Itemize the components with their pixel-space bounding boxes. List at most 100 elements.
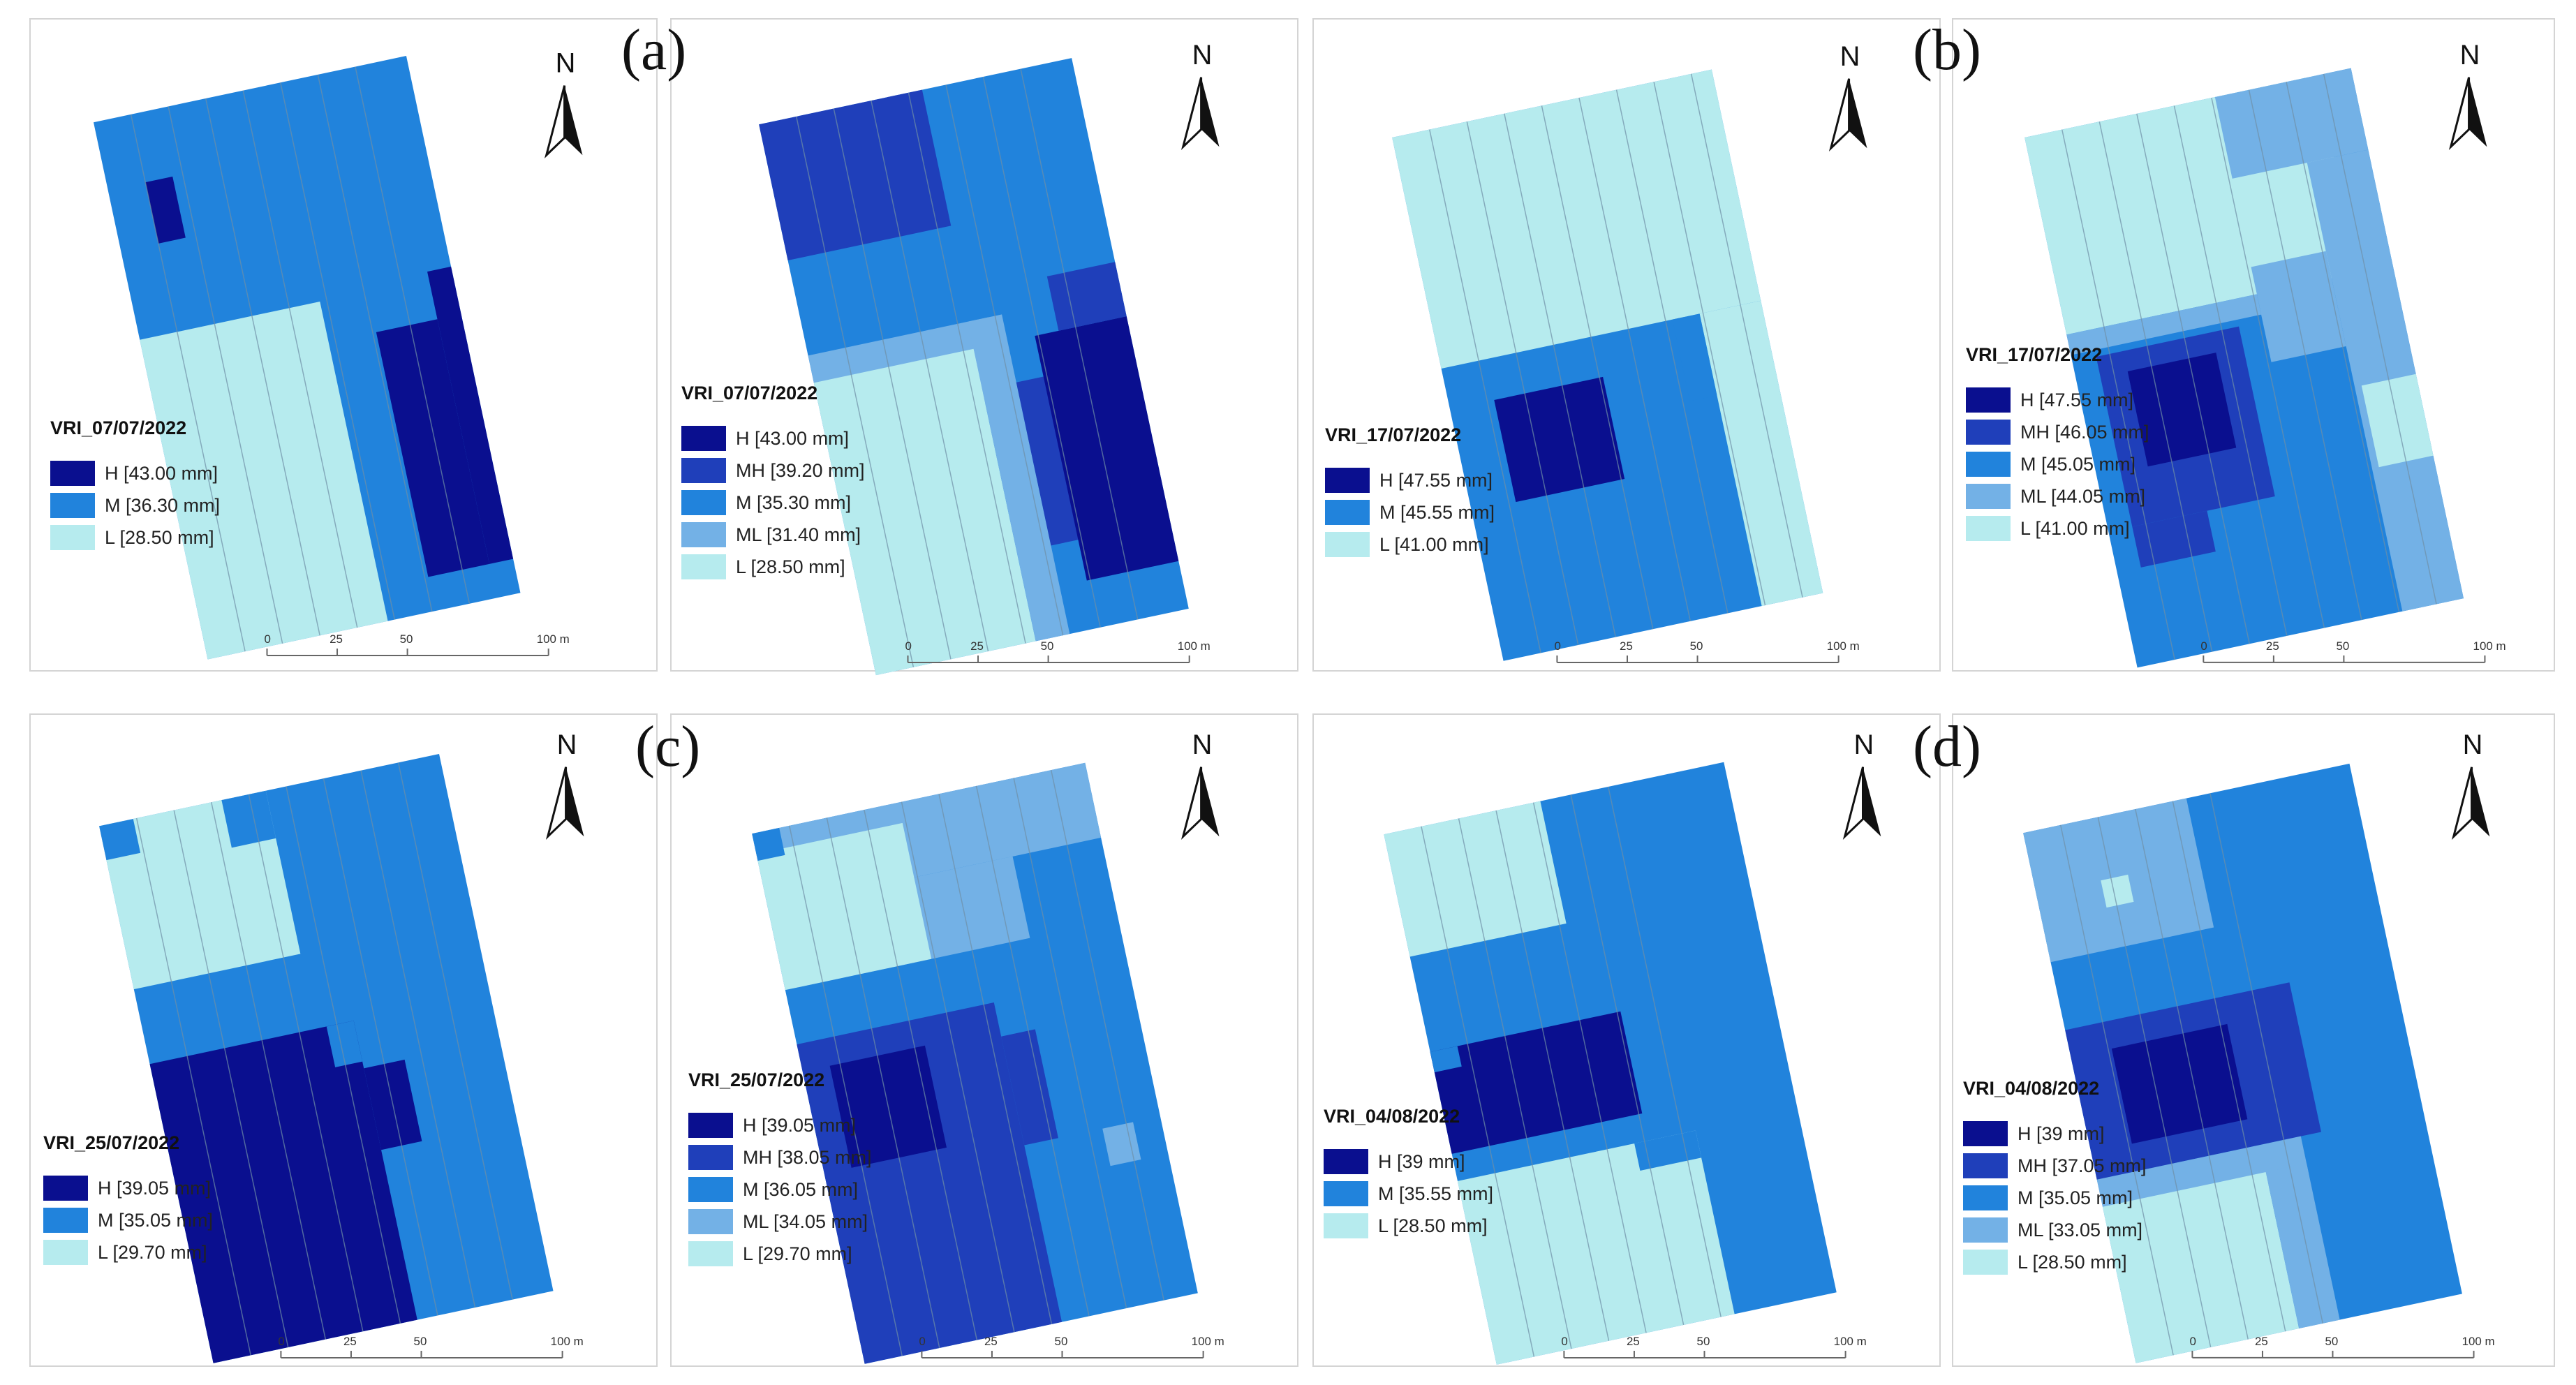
legend-item: M [45.05 mm]: [1966, 448, 2149, 480]
legend-swatch: [43, 1240, 88, 1265]
legend-title: VRI_25/07/2022: [43, 1132, 180, 1153]
scale-bar: 0 25 50 100 m: [2200, 639, 2506, 663]
north-arrow: N: [1180, 40, 1220, 151]
zone-mh: [1001, 1029, 1058, 1146]
zone-ml: [2214, 68, 2369, 179]
svg-text:50: 50: [1690, 639, 1703, 653]
svg-text:25: 25: [1627, 1335, 1640, 1348]
legend-item: ML [34.05 mm]: [688, 1206, 872, 1238]
map-panel-3: N 0 25 50 100 m VRI_17/07/2022 H [47.55 …: [1952, 18, 2555, 672]
map-1: N 0 25 50 100 m: [759, 40, 1220, 676]
legend-swatch: [1324, 1181, 1368, 1206]
svg-text:25: 25: [343, 1335, 357, 1348]
map-3: N 0 25 50 100 m: [2024, 40, 2506, 668]
legend-title: VRI_17/07/2022: [1966, 344, 2103, 365]
legend: VRI_04/08/2022 H [39 mm] MH [37.05 mm] M…: [1963, 1078, 2147, 1278]
legend-label: L [28.50 mm]: [2018, 1251, 2127, 1273]
zone-m: [1672, 313, 1717, 401]
legend-label: M [35.55 mm]: [1378, 1183, 1494, 1204]
svg-text:50: 50: [1697, 1335, 1710, 1348]
legend-item: M [35.05 mm]: [1963, 1182, 2147, 1214]
map-5: N 0 25 50 100 m: [752, 729, 1224, 1364]
svg-text:25: 25: [984, 1335, 998, 1348]
legend-label: L [41.00 mm]: [1379, 533, 1489, 555]
legend-label: MH [38.05 mm]: [743, 1146, 872, 1168]
legend-item: M [36.05 mm]: [688, 1173, 872, 1206]
map-0: N 0 25 50 100 m: [93, 48, 583, 660]
legend-item: L [28.50 mm]: [1963, 1246, 2147, 1278]
zone-h: [1494, 376, 1625, 503]
legend-swatch: [688, 1177, 733, 1202]
legend-item: H [43.00 mm]: [681, 422, 865, 454]
zone-mh: [2132, 510, 2216, 568]
legend-label: ML [44.05 mm]: [2020, 485, 2146, 507]
map-7: N 0 25 50 100 m: [2023, 729, 2495, 1363]
svg-text:100 m: 100 m: [2473, 639, 2506, 653]
legend-label: H [43.00 mm]: [736, 427, 850, 449]
legend-swatch: [50, 461, 95, 486]
scale-bar: 0 25 50 100 m: [1554, 639, 1860, 663]
svg-text:0: 0: [2189, 1335, 2196, 1348]
legend-swatch: [1963, 1153, 2008, 1178]
zone-l: [756, 822, 932, 991]
legend-item: L [29.70 mm]: [688, 1238, 872, 1270]
legend-swatch: [43, 1208, 88, 1233]
legend-label: M [35.05 mm]: [98, 1209, 214, 1231]
map-panel-5: N 0 25 50 100 m VRI_25/07/2022 H [39.05 …: [670, 713, 1298, 1367]
legend-label: M [35.30 mm]: [736, 491, 852, 513]
svg-text:50: 50: [400, 632, 413, 646]
zone-l: [1384, 801, 1567, 957]
svg-text:N: N: [2460, 40, 2480, 71]
map-4: N 0 25 50 100 m: [99, 729, 584, 1363]
legend-label: ML [34.05 mm]: [743, 1210, 868, 1232]
legend-label: MH [46.05 mm]: [2020, 421, 2149, 443]
legend-label: L [28.50 mm]: [736, 556, 845, 577]
map-panel-6: N 0 25 50 100 m VRI_04/08/2022 H [39 mm]…: [1312, 713, 1941, 1367]
zone-l: [2101, 874, 2134, 908]
legend-swatch: [688, 1209, 733, 1234]
north-arrow: N: [2451, 729, 2490, 840]
legend-label: H [47.55 mm]: [2020, 389, 2134, 410]
scale-bar: 0 25 50 100 m: [265, 632, 570, 657]
svg-text:N: N: [1192, 729, 1213, 760]
legend-item: MH [46.05 mm]: [1966, 416, 2149, 448]
legend-swatch: [1324, 1213, 1368, 1238]
legend-swatch: [1963, 1250, 2008, 1275]
zone-l: [1457, 1130, 1735, 1365]
scale-bar: 0 25 50 100 m: [2189, 1335, 2495, 1358]
svg-text:N: N: [1192, 40, 1213, 71]
legend-item: H [39 mm]: [1324, 1146, 1493, 1178]
svg-text:0: 0: [278, 1335, 284, 1348]
zone-l: [1392, 69, 1761, 369]
legend-item: ML [31.40 mm]: [681, 519, 865, 551]
svg-text:25: 25: [2266, 639, 2279, 653]
legend: VRI_17/07/2022 H [47.55 mm] M [45.55 mm]…: [1325, 424, 1495, 561]
legend-label: L [29.70 mm]: [98, 1241, 207, 1263]
svg-text:N: N: [556, 48, 576, 79]
zone-m: [1634, 1130, 1702, 1171]
legend-item: M [45.55 mm]: [1325, 496, 1495, 528]
zone-m: [99, 819, 141, 861]
svg-text:0: 0: [2200, 639, 2207, 653]
legend-swatch: [681, 554, 726, 579]
zone-mh: [759, 89, 952, 261]
zone-h: [2111, 1023, 2248, 1144]
zone-m: [1430, 1046, 1462, 1073]
legend: VRI_17/07/2022 H [47.55 mm] MH [46.05 mm…: [1966, 344, 2149, 545]
zone-ml: [2066, 294, 2262, 355]
scale-bar: 0 25 50 100 m: [905, 639, 1211, 663]
legend-item: H [39.05 mm]: [43, 1172, 213, 1204]
legend-label: ML [33.05 mm]: [2018, 1219, 2143, 1240]
svg-text:0: 0: [1554, 639, 1560, 653]
pair-label-b: (b): [1913, 17, 1981, 82]
legend-label: H [39.05 mm]: [743, 1114, 857, 1136]
legend-item: ML [33.05 mm]: [1963, 1214, 2147, 1246]
north-arrow: N: [544, 48, 583, 158]
legend-label: MH [37.05 mm]: [2018, 1155, 2147, 1176]
legend-title: VRI_07/07/2022: [681, 383, 818, 403]
svg-text:50: 50: [414, 1335, 427, 1348]
legend-item: L [41.00 mm]: [1966, 512, 2149, 545]
map-panel-1: N 0 25 50 100 m VRI_07/07/2022 H [43.00 …: [670, 18, 1298, 676]
svg-text:100 m: 100 m: [1192, 1335, 1224, 1348]
legend-item: MH [38.05 mm]: [688, 1141, 872, 1173]
